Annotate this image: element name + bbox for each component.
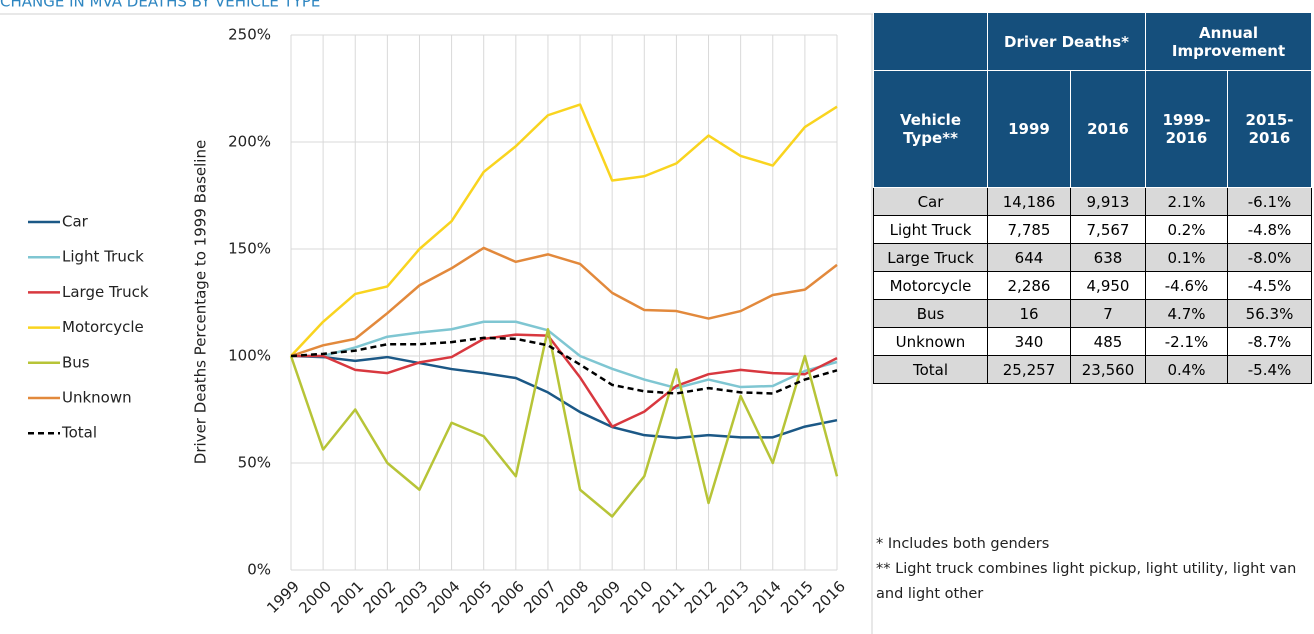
table-cell: 644 — [987, 243, 1071, 272]
table-cell: -8.0% — [1226, 243, 1313, 272]
legend-label: Large Truck — [62, 283, 149, 301]
series-line — [290, 103, 838, 357]
x-tick-label: 2000 — [295, 577, 335, 617]
legend-label: Light Truck — [62, 248, 144, 266]
table-cell: -5.4% — [1226, 355, 1313, 384]
column-header: 1999-2016 — [1145, 70, 1228, 188]
series-line — [290, 246, 838, 358]
legend-label: Unknown — [62, 389, 132, 407]
table-cell: 56.3% — [1226, 299, 1313, 328]
table-row: Large Truck 644 638 0.1% -8.0% — [873, 243, 1313, 272]
table-cell: Motorcycle — [873, 271, 988, 300]
table-row: Light Truck 7,785 7,567 0.2% -4.8% — [873, 215, 1313, 244]
table-row: Total 25,257 23,560 0.4% -5.4% — [873, 355, 1313, 384]
table-row: Motorcycle 2,286 4,950 -4.6% -4.5% — [873, 271, 1313, 300]
footnote: * Includes both genders — [876, 536, 1050, 552]
x-tick-label: 2005 — [456, 577, 496, 617]
y-tick-label: 150% — [228, 240, 271, 258]
data-table: Driver Deaths* Annual Improvement Vehicl… — [873, 12, 1313, 384]
table-cell: 7,785 — [987, 215, 1071, 244]
table-cell: -2.1% — [1145, 327, 1228, 356]
table-cell: 14,186 — [987, 187, 1071, 216]
legend-label: Motorcycle — [62, 318, 144, 336]
series-line — [291, 320, 838, 390]
x-tick-label: 2003 — [392, 577, 432, 617]
x-tick-label: 2010 — [617, 577, 657, 617]
table-cell: 23,560 — [1070, 355, 1146, 384]
table-cell: 4.7% — [1145, 299, 1228, 328]
x-tick-label: 2001 — [328, 577, 368, 617]
table-cell: 0.1% — [1145, 243, 1228, 272]
group-header: Driver Deaths* — [987, 12, 1146, 71]
table-cell: -6.1% — [1226, 187, 1313, 216]
y-tick-label: 250% — [228, 26, 271, 44]
table-cell: 0.4% — [1145, 355, 1228, 384]
column-header: Vehicle Type** — [873, 70, 988, 188]
series-line — [290, 354, 838, 440]
y-tick-label: 0% — [247, 561, 271, 579]
table-cell: 16 — [987, 299, 1071, 328]
table-cell: -4.8% — [1226, 215, 1313, 244]
series-line — [291, 333, 838, 428]
legend-label: Bus — [62, 353, 90, 371]
table-cell: -4.6% — [1145, 271, 1228, 300]
y-axis-label: Driver Deaths Percentage to 1999 Baselin… — [192, 140, 210, 464]
x-tick-label: 2004 — [424, 577, 464, 617]
x-tick-label: 2014 — [745, 577, 785, 617]
table-cell: -8.7% — [1226, 327, 1313, 356]
chart-title: CHANGE IN MVA DEATHS BY VEHICLE TYPE — [0, 0, 320, 11]
table-row: Car 14,186 9,913 2.1% -6.1% — [873, 187, 1313, 216]
table-cell: 7 — [1070, 299, 1146, 328]
table-cell: Total — [873, 355, 988, 384]
table-cell: 340 — [987, 327, 1071, 356]
table-cell: 0.2% — [1145, 215, 1228, 244]
series-line — [289, 328, 839, 518]
x-tick-label: 2011 — [649, 577, 689, 617]
table-cell: 25,257 — [987, 355, 1071, 384]
x-tick-label: 2015 — [777, 577, 817, 617]
x-tick-label: 2007 — [520, 577, 560, 617]
x-tick-label: 2009 — [584, 577, 624, 617]
table-cell: 638 — [1070, 243, 1146, 272]
header-cell — [873, 12, 988, 71]
y-tick-label: 100% — [228, 347, 271, 365]
y-tick-label: 50% — [238, 454, 271, 472]
footnote: ** Light truck combines light pickup, li… — [876, 561, 1297, 602]
column-header: 1999 — [987, 70, 1071, 188]
table-row: Unknown 340 485 -2.1% -8.7% — [873, 327, 1313, 356]
table-cell: Light Truck — [873, 215, 988, 244]
y-tick-label: 200% — [228, 133, 271, 151]
table-cell: Large Truck — [873, 243, 988, 272]
chart: CHANGE IN MVA DEATHS BY VEHICLE TYPE Dri… — [0, 0, 873, 634]
table-cell: Unknown — [873, 327, 988, 356]
table-cell: 7,567 — [1070, 215, 1146, 244]
group-header: Annual Improvement — [1144, 12, 1313, 71]
x-tick-label: 2008 — [552, 577, 592, 617]
table-cell: -4.5% — [1226, 271, 1313, 300]
table-cell: 485 — [1070, 327, 1146, 356]
column-header: 2016 — [1070, 70, 1146, 188]
series-line — [290, 336, 838, 395]
table-cell: Car — [873, 187, 988, 216]
column-header: 2015-2016 — [1226, 70, 1313, 188]
x-tick-label: 2016 — [809, 577, 849, 617]
x-tick-label: 2006 — [488, 577, 528, 617]
legend-label: Car — [62, 213, 89, 231]
x-tick-label: 1999 — [263, 577, 303, 617]
x-tick-label: 2013 — [713, 577, 753, 617]
table-cell: Bus — [873, 299, 988, 328]
legend-label: Total — [61, 424, 97, 442]
table-cell: 2,286 — [987, 271, 1071, 300]
table-cell: 2.1% — [1145, 187, 1228, 216]
table-cell: 4,950 — [1070, 271, 1146, 300]
x-tick-label: 2002 — [360, 577, 400, 617]
x-tick-label: 2012 — [681, 577, 721, 617]
table-cell: 9,913 — [1070, 187, 1146, 216]
table-row: Bus 16 7 4.7% 56.3% — [873, 299, 1313, 328]
